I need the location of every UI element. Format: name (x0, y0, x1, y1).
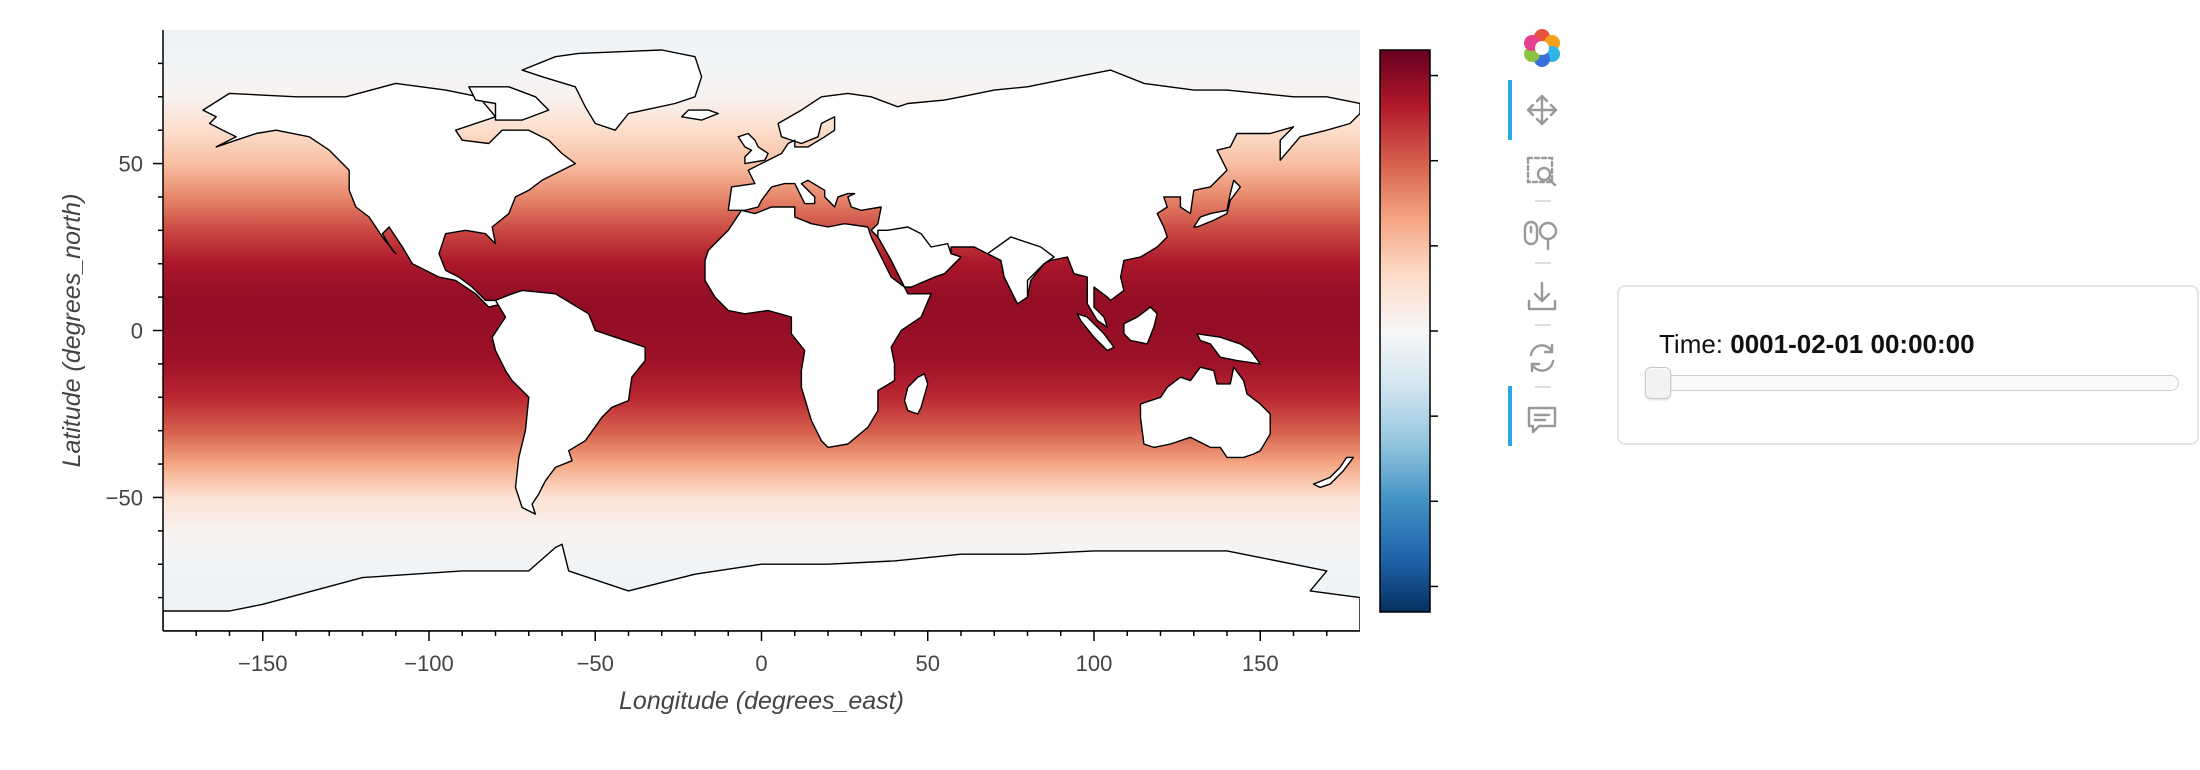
hover-tool[interactable] (1520, 398, 1564, 442)
landmass-baffin (468, 86, 550, 121)
landmass-eurasia (727, 69, 1360, 328)
landmass-new-zealand (1312, 456, 1355, 489)
x-tick-label: 100 (1076, 651, 1113, 676)
landmass-japan (1193, 179, 1242, 228)
landmass-madagascar (903, 373, 929, 415)
y-tick-label: −50 (106, 485, 143, 510)
y-axis-label: Latitude (degrees_north) (58, 194, 86, 468)
landmass-australia (1139, 366, 1271, 459)
hover-active-indicator (1508, 386, 1512, 446)
y-tick-label: 0 (131, 319, 143, 344)
time-slider-label: Time: 0001-02-01 00:00:00 (1659, 329, 1975, 360)
landmass-india (986, 236, 1055, 305)
plot-canvas[interactable]: −150 −100 −50 0 50 100 150 −50 0 50 Longitude (deg… (0, 0, 1440, 770)
landmass-antarctica (163, 543, 1360, 631)
x-tick-label: −150 (238, 651, 288, 676)
x-axis-label: Longitude (degrees_east) (619, 687, 904, 715)
landmass-iceland (681, 109, 719, 121)
time-label-text: Time: (1659, 329, 1731, 359)
y-tick-label: 50 (119, 152, 143, 177)
move-arrows-icon (1526, 94, 1558, 126)
wheel-zoom-tool[interactable] (1520, 212, 1564, 256)
box-zoom-tool[interactable] (1520, 150, 1564, 194)
landmass-south-america (491, 289, 646, 515)
reset-tool[interactable] (1520, 336, 1564, 380)
save-tool[interactable] (1520, 274, 1564, 318)
time-slider-widget: Time: 0001-02-01 00:00:00 (1617, 285, 2199, 445)
landmass-sumatra (1076, 313, 1115, 352)
reset-icon (1529, 343, 1555, 373)
axes: −150 −100 −50 0 50 100 150 −50 0 50 Longitude (deg… (58, 30, 1360, 715)
landmass-new-guinea (1196, 333, 1262, 365)
pan-tool[interactable] (1520, 88, 1564, 132)
x-tick-label: 150 (1242, 651, 1279, 676)
wheel-zoom-icon (1523, 220, 1558, 251)
landmass-borneo (1123, 306, 1158, 345)
time-slider-track[interactable] (1649, 375, 2179, 391)
landmass-greenland (521, 49, 703, 131)
time-value: 0001-02-01 00:00:00 (1730, 329, 1975, 359)
pan-active-indicator (1508, 80, 1512, 140)
download-icon (1527, 281, 1557, 311)
hover-comment-icon (1527, 406, 1557, 434)
landmass-africa (704, 206, 932, 449)
landmass-arabia (877, 226, 962, 288)
toolbar (1500, 24, 1580, 464)
bokeh-logo-icon[interactable] (1520, 26, 1564, 70)
colorbar: 3020100−10−20−30 (1379, 49, 1438, 613)
map-plot[interactable]: −150 −100 −50 0 50 100 150 −50 0 50 Longitude (deg… (0, 0, 1438, 770)
x-tick-label: −50 (577, 651, 614, 676)
x-tick-label: −100 (404, 651, 454, 676)
x-tick-label: 0 (755, 651, 767, 676)
x-tick-label: 50 (916, 651, 940, 676)
time-slider-handle[interactable] (1645, 367, 1671, 399)
landmass-north-america (202, 82, 576, 308)
colorbar-ramp (1379, 49, 1431, 613)
land-layer (163, 49, 1360, 631)
landmass-uk (737, 132, 769, 165)
box-zoom-icon (1526, 156, 1557, 187)
